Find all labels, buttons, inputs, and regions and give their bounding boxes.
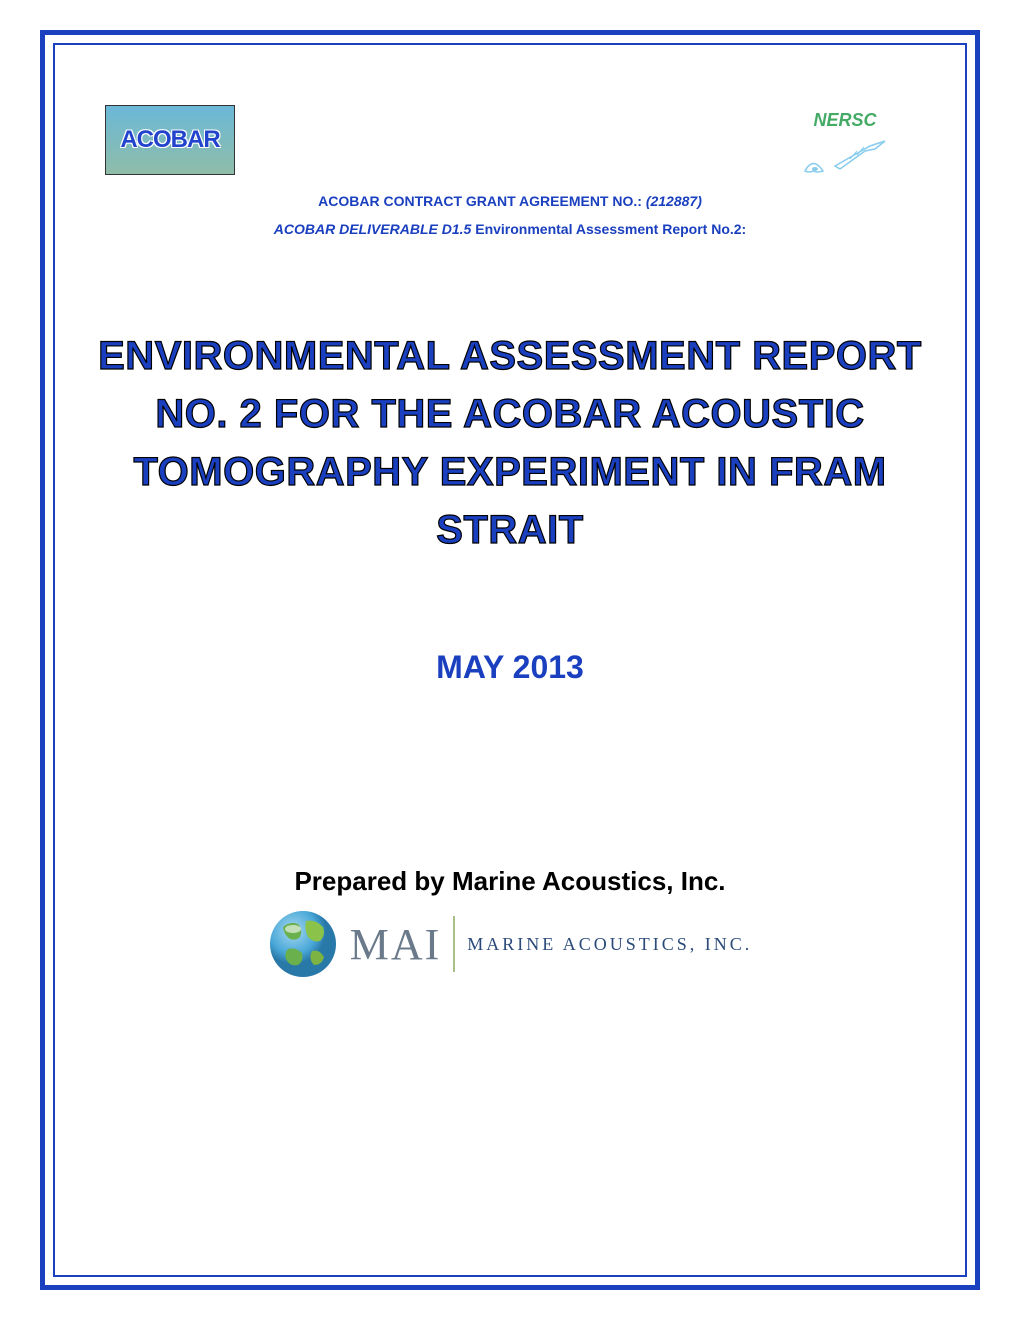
acobar-logo: ACOBAR — [105, 105, 235, 175]
contract-number: (212887) — [646, 193, 702, 209]
mai-logo: MAI MARINE ACOUSTICS, INC. — [85, 909, 935, 979]
mai-full: MARINE ACOUSTICS, INC. — [467, 934, 752, 955]
acobar-logo-text: ACOBAR — [120, 126, 219, 154]
deliverable-line: ACOBAR DELIVERABLE D1.5 Environmental As… — [85, 221, 935, 237]
contract-line: ACOBAR CONTRACT GRANT AGREEMENT NO.: (21… — [85, 193, 935, 209]
prepared-by: Prepared by Marine Acoustics, Inc. — [85, 866, 935, 897]
globe-icon — [268, 909, 338, 979]
mai-short: MAI — [350, 919, 442, 970]
mai-divider — [453, 916, 455, 972]
contract-prefix: ACOBAR CONTRACT GRANT AGREEMENT NO.: — [318, 193, 646, 209]
date-line: MAY 2013 — [85, 649, 935, 686]
main-title: ENVIRONMENTAL ASSESSMENT REPORT NO. 2 FO… — [85, 327, 935, 559]
outer-border: ACOBAR NERSC ACOBAR CONTRACT GRANT AGREE… — [40, 30, 980, 1290]
logos-row: ACOBAR NERSC — [85, 105, 935, 185]
nersc-logo: NERSC — [775, 105, 915, 185]
inner-border: ACOBAR NERSC ACOBAR CONTRACT GRANT AGREE… — [53, 43, 967, 1277]
nersc-logo-text: NERSC — [813, 110, 876, 131]
deliverable-rest: Environmental Assessment Report No.2: — [471, 221, 746, 237]
nersc-logo-image — [795, 131, 895, 181]
deliverable-label: ACOBAR DELIVERABLE D1.5 — [274, 221, 472, 237]
